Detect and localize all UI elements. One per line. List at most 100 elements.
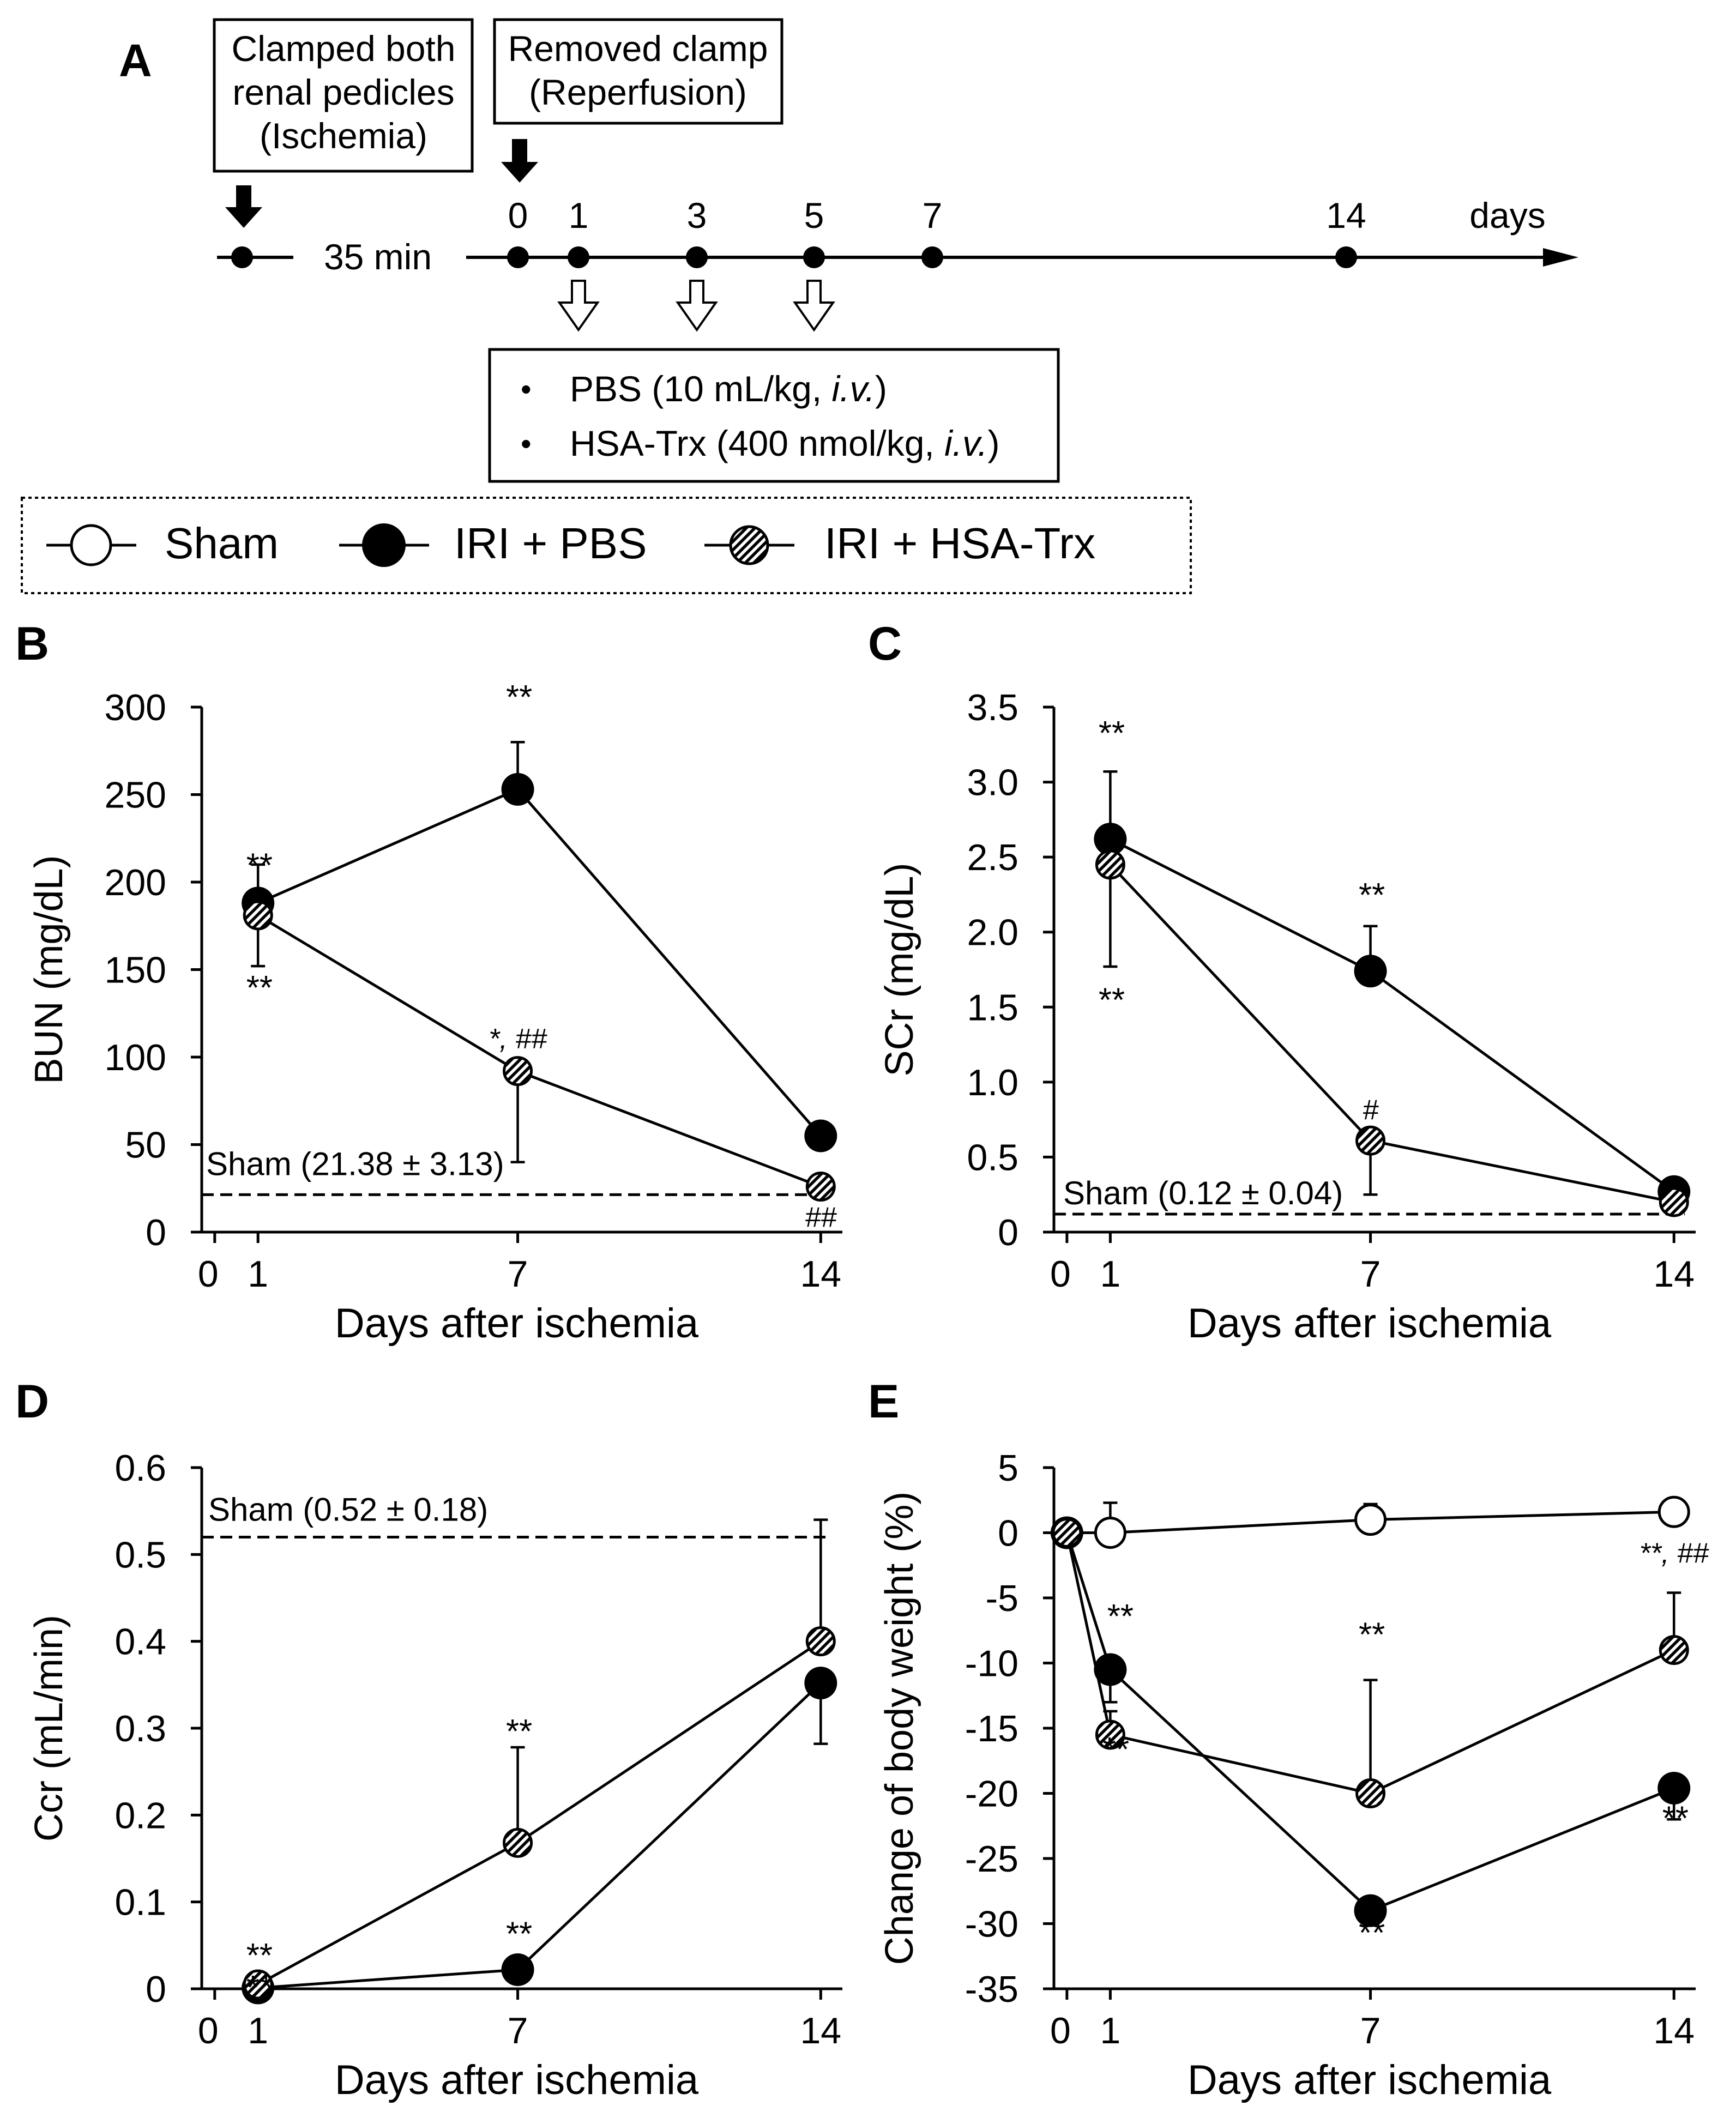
panel-b-x-tick-label: 1 <box>248 1253 268 1295</box>
legend-hatched-circle-icon <box>729 525 769 565</box>
timeline-day-7: 7 <box>923 195 943 236</box>
panel-e-significance-label: ** <box>1101 1731 1129 1769</box>
legend-item-pbs: IRI + PBS <box>339 519 647 568</box>
treatment-box: • PBS (10 mL/kg, i.v.) • HSA-Trx (400 nm… <box>488 348 1060 483</box>
legend-open-circle-icon <box>70 524 112 566</box>
panel-d-significance-label: ** <box>245 1937 272 1975</box>
panel-e-y-tick-label: -15 <box>965 1708 1018 1749</box>
panel-c-pbs-line <box>1110 837 1675 1193</box>
panel-d-letter: D <box>15 1375 49 1428</box>
panel-c-y-tick-label: 3.5 <box>967 687 1018 728</box>
panel-e-y-tick-label: -10 <box>965 1643 1018 1685</box>
panel-e-pbs-point <box>1657 1771 1691 1805</box>
panel-e-sham-line <box>1066 1510 1674 1534</box>
timeline-axis <box>217 246 1578 268</box>
panel-b-pbs-point <box>804 1119 837 1152</box>
panel-a-timeline: A Clamped both renal pedicles (Ischemia)… <box>119 18 1578 483</box>
panel-e-hsatrx-point <box>1355 1778 1386 1808</box>
panel-c-significance-label: ** <box>1357 877 1384 914</box>
panel-e-y-axis-title: Change of body weight (%) <box>878 1492 921 1965</box>
panel-e-sham-point <box>1094 1517 1126 1549</box>
panel-b-hsatrx-point <box>805 1172 836 1202</box>
timeline-day-labels: 0 1 3 5 7 14 days <box>508 195 1546 236</box>
ischemia-arrow-icon <box>225 185 262 228</box>
panel-e-pbs-line <box>1065 1532 1675 1912</box>
panel-c-x-tick-label: 7 <box>1360 1253 1381 1295</box>
panel-e-y-tick-label: 0 <box>998 1513 1018 1554</box>
panel-d-y-tick-label: 0.4 <box>114 1621 166 1663</box>
panel-b-pbs-line <box>257 787 822 1137</box>
panel-b-y-tick-label: 50 <box>125 1125 166 1166</box>
panel-e-hsatrx-point <box>1659 1635 1689 1666</box>
panel-b-y-tick-label: 300 <box>105 687 166 728</box>
panel-b-pbs-point <box>501 773 534 806</box>
panel-d-y-tick-label: 0.5 <box>114 1534 166 1576</box>
panel-b-hsatrx-point <box>243 900 273 931</box>
panel-d-significance-label: ** <box>504 1713 532 1751</box>
panel-e-hsatrx-line <box>1065 1532 1675 1795</box>
timeline-day-1: 1 <box>569 195 589 236</box>
panel-c-y-tick-label: 2.5 <box>967 837 1018 878</box>
panel-e-x-tick-label: 14 <box>1653 2010 1695 2051</box>
panel-b-sham-reference-label: Sham (21.38 ± 3.13) <box>206 1145 504 1182</box>
panel-d-x-tick-label: 14 <box>800 2010 841 2051</box>
reperfusion-arrow-icon <box>501 139 538 183</box>
panel-d-x-tick-label: 1 <box>248 2010 268 2051</box>
timeline-day-0: 0 <box>508 195 528 236</box>
panel-c-y-axis-title: SCr (mg/dL) <box>878 862 921 1076</box>
ischemia-box-line-3: (Ischemia) <box>260 116 427 156</box>
panel-d-y-tick-label: 0 <box>146 1969 166 2010</box>
panel-c-x-tick-label: 14 <box>1653 1253 1695 1295</box>
panel-b-x-tick-label: 0 <box>198 1253 219 1295</box>
panel-e-x-tick-label: 0 <box>1050 2010 1071 2051</box>
panel-c-x-tick-label: 1 <box>1100 1253 1120 1295</box>
ischemia-box-line-1: Clamped both <box>232 28 456 69</box>
panel-c-sham-reference-label: Sham (0.12 ± 0.04) <box>1063 1175 1343 1211</box>
panel-e-hsatrx-point <box>1095 1719 1125 1750</box>
reperfusion-box-line-1: Removed clamp <box>508 28 768 69</box>
panel-c-hsatrx-point <box>1659 1187 1689 1217</box>
panel-c-y-tick-label: 1.0 <box>967 1062 1018 1103</box>
panel-e-y-tick-label: 5 <box>998 1447 1018 1489</box>
panel-c-y-tick-label: 0.5 <box>967 1137 1018 1178</box>
panel-e-significance-label: **, ## <box>1639 1537 1709 1569</box>
duration-label: 35 min <box>324 237 432 277</box>
legend-filled-circle-icon <box>362 523 406 567</box>
panel-d-x-axis-title: Days after ischemia <box>335 2057 699 2103</box>
panel-e-y-tick-label: -35 <box>965 1969 1018 2010</box>
panel-e-y-tick-label: -25 <box>965 1838 1018 1880</box>
panel-d-significance-label: ** <box>245 1969 272 2007</box>
treatment-item-pbs: PBS (10 mL/kg, i.v.) <box>570 369 887 409</box>
treatment-bullet-hsatrx: • <box>521 426 532 461</box>
dose-arrow-day1-icon <box>557 280 600 332</box>
panel-b-y-tick-label: 0 <box>146 1212 166 1253</box>
panel-e-significance-label: ** <box>1357 1915 1384 1952</box>
panel-b-hsatrx-point <box>503 1056 533 1087</box>
panel-b-y-tick-label: 200 <box>105 862 166 903</box>
reperfusion-box-line-2: (Reperfusion) <box>529 72 747 112</box>
panel-e-sham-point <box>1354 1504 1387 1536</box>
timeline-day-3: 3 <box>687 195 707 236</box>
legend-label-sham: Sham <box>165 519 279 568</box>
panel-e-hsatrx-point <box>1052 1518 1082 1548</box>
panel-e-significance-label: ** <box>1661 1800 1688 1837</box>
panel-b-significance-label: ** <box>504 679 532 716</box>
timeline-day-14: 14 <box>1326 195 1366 236</box>
panel-c-hsatrx-point <box>1095 849 1125 880</box>
legend-item-sham: Sham <box>46 519 279 568</box>
legend: Sham IRI + PBS IRI + HSA-Trx <box>21 497 1192 594</box>
panel-e-x-tick-label: 1 <box>1100 2010 1120 2051</box>
timeline-arrowhead-icon <box>1543 248 1578 267</box>
panel-d-hsatrx-point <box>243 1969 273 2000</box>
panel-b-letter: B <box>15 618 49 670</box>
panel-d-pbs-point <box>804 1667 837 1700</box>
panel-e-y-tick-label: -30 <box>965 1904 1018 1945</box>
panel-e-sham-point <box>1657 1495 1690 1528</box>
treatment-item-hsatrx: HSA-Trx (400 nmol/kg, i.v.) <box>570 423 1000 463</box>
panel-d-x-tick-label: 7 <box>508 2010 528 2051</box>
